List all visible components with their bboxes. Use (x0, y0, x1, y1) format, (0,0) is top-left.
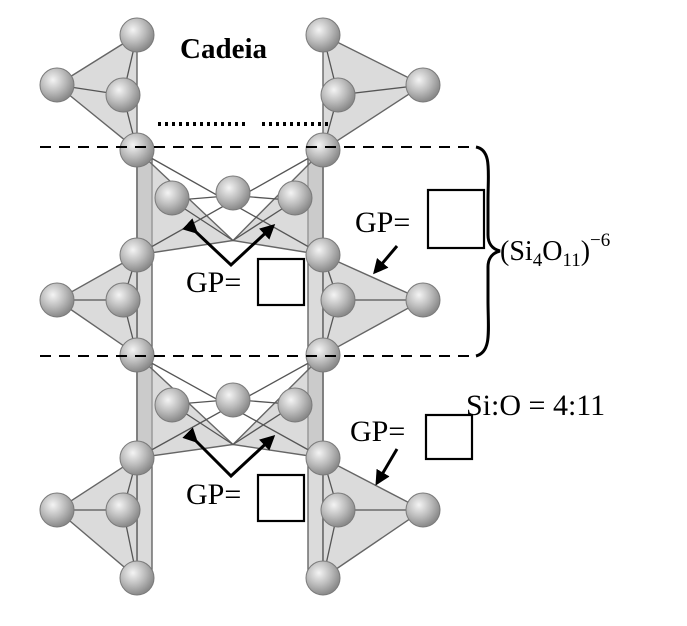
gp-group-upper-right: GP= (355, 188, 486, 275)
gp-answer-box[interactable] (424, 413, 474, 461)
oxygen-atom (105, 282, 141, 318)
gp-arrow (375, 448, 399, 486)
oxygen-atom (154, 180, 190, 216)
oxygen-atom (405, 67, 441, 103)
oxygen-atom (105, 492, 141, 528)
unit-formula: (Si4O11)−6 (500, 230, 610, 271)
oxygen-atom (305, 237, 341, 273)
oxygen-atom (277, 180, 313, 216)
oxygen-atom (119, 237, 155, 273)
gp-arrow-pair (182, 427, 276, 479)
gp-group-upper-center: GP= (182, 218, 306, 307)
oxygen-atom (119, 17, 155, 53)
tetrahedra-structure (39, 17, 441, 596)
gp-label: GP= (350, 415, 405, 448)
oxygen-atom (305, 560, 341, 596)
oxygen-atom (277, 387, 313, 423)
gp-answer-box[interactable] (426, 188, 486, 250)
oxygen-atom (39, 67, 75, 103)
gp-arrow-pair (182, 218, 276, 268)
oxygen-atom (320, 282, 356, 318)
oxygen-atom (119, 132, 155, 168)
gp-label: GP= (186, 478, 241, 511)
si-o-ratio: Si:O = 4:11 (466, 389, 605, 422)
oxygen-atom (215, 175, 251, 211)
gp-group-lower-center: GP= (182, 427, 306, 523)
oxygen-atom (305, 17, 341, 53)
oxygen-atom (305, 440, 341, 476)
oxygen-atom (39, 492, 75, 528)
unit-brace (475, 145, 501, 358)
oxygen-atom (119, 440, 155, 476)
oxygen-atom (320, 492, 356, 528)
gp-answer-box[interactable] (256, 257, 306, 307)
oxygen-atom (39, 282, 75, 318)
gp-arrow (373, 245, 399, 275)
oxygen-atom (405, 492, 441, 528)
oxygen-atom (154, 387, 190, 423)
gp-label: GP= (186, 266, 241, 299)
oxygen-atom (320, 77, 356, 113)
oxygen-atom (305, 132, 341, 168)
oxygen-atom (405, 282, 441, 318)
oxygen-atom (215, 382, 251, 418)
gp-group-lower-right: GP= (350, 413, 474, 486)
chain-title: Cadeia (180, 33, 268, 65)
oxygen-atom (119, 560, 155, 596)
gp-answer-box[interactable] (256, 473, 306, 523)
gp-label: GP= (355, 206, 410, 239)
oxygen-atom (105, 77, 141, 113)
